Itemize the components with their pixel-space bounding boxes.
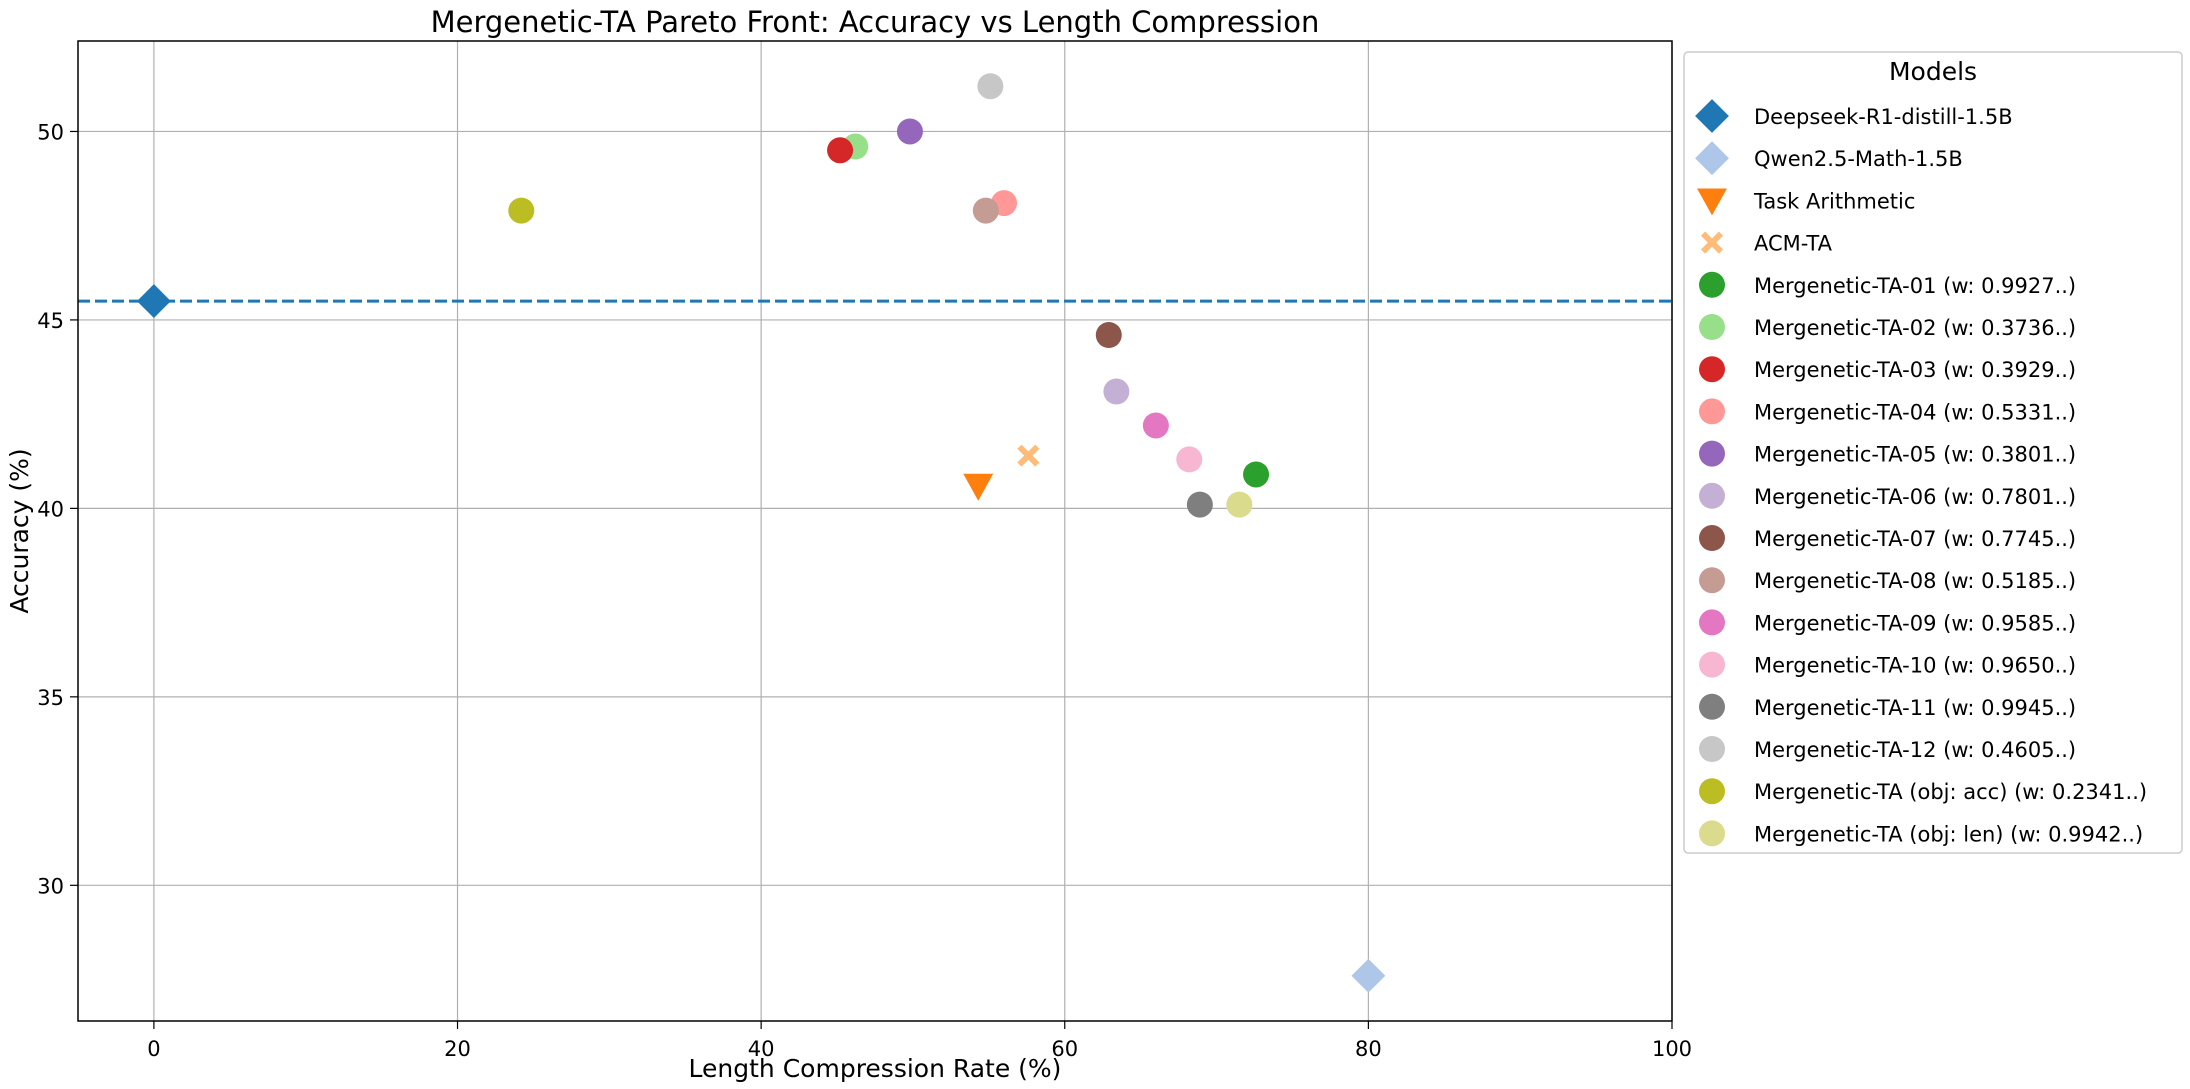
legend-marker xyxy=(1699,356,1725,383)
legend-marker xyxy=(1699,567,1725,594)
legend-label: Mergenetic-TA-12 (w: 0.4605..) xyxy=(1754,738,2076,762)
legend-label: Deepseek-R1-distill-1.5B xyxy=(1754,105,2013,129)
legend-marker xyxy=(1699,482,1725,509)
legend-label: Mergenetic-TA-11 (w: 0.9945..) xyxy=(1754,696,2076,720)
axes-frame xyxy=(77,40,1673,1022)
legend-marker xyxy=(1699,609,1725,636)
legend-label: Mergenetic-TA (obj: acc) (w: 0.2341..) xyxy=(1754,780,2147,804)
x-tick-label: 100 xyxy=(1652,1037,1692,1061)
y-tick-label: 50 xyxy=(37,120,64,144)
legend-label: Mergenetic-TA-05 (w: 0.3801..) xyxy=(1754,443,2076,467)
legend: Models Deepseek-R1-distill-1.5B Qwen2.5-M… xyxy=(1683,51,2183,854)
x-tick-label: 20 xyxy=(444,1037,471,1061)
legend-marker xyxy=(1699,314,1725,340)
x-tick-label: 60 xyxy=(1051,1037,1078,1061)
x-tick-label: 80 xyxy=(1355,1037,1382,1061)
legend-marker xyxy=(1699,693,1725,720)
data-points xyxy=(137,73,1386,993)
legend-label: Mergenetic-TA-06 (w: 0.7801..) xyxy=(1754,485,2076,509)
legend-label: Qwen2.5-Math-1.5B xyxy=(1754,147,1963,171)
grid-lines xyxy=(78,41,1673,1021)
legend-marker xyxy=(1699,651,1725,678)
legend-label: Mergenetic-TA-03 (w: 0.3929..) xyxy=(1754,358,2076,382)
x-axis-label: Length Compression Rate (%) xyxy=(689,1054,1062,1083)
data-point xyxy=(1176,446,1203,473)
legend-label: Task Arithmetic xyxy=(1753,189,1915,213)
data-point xyxy=(1226,491,1253,518)
data-point xyxy=(1142,412,1169,439)
legend-label: Mergenetic-TA-04 (w: 0.5331..) xyxy=(1754,400,2076,424)
data-point xyxy=(1103,378,1130,405)
legend-frame xyxy=(1683,51,2183,854)
data-point xyxy=(1095,322,1122,348)
legend-title: Models xyxy=(1889,57,1977,86)
legend-marker xyxy=(1695,141,1729,176)
x-tick-label: 0 xyxy=(147,1037,160,1061)
y-axis-label: Accuracy (%) xyxy=(5,448,34,613)
data-point xyxy=(896,118,923,145)
legend-marker xyxy=(1695,99,1729,133)
data-point xyxy=(963,473,994,501)
data-point xyxy=(1243,461,1270,488)
legend-marker xyxy=(1699,525,1725,551)
data-point xyxy=(1351,958,1386,993)
legend-marker xyxy=(1699,398,1725,425)
data-point xyxy=(508,197,535,224)
axis-ticks: 0 20 40 60 80 100 30 35 40 45 50 xyxy=(37,120,1692,1061)
y-tick-label: 30 xyxy=(37,874,64,898)
legend-label: Mergenetic-TA-10 (w: 0.9650..) xyxy=(1754,654,2076,678)
data-point xyxy=(972,197,999,224)
legend-marker xyxy=(1699,271,1725,298)
x-tick-label: 40 xyxy=(748,1037,775,1061)
legend-label: Mergenetic-TA-07 (w: 0.7745..) xyxy=(1754,527,2076,551)
legend-label: Mergenetic-TA-01 (w: 0.9927..) xyxy=(1754,274,2076,298)
legend-marker xyxy=(1699,736,1725,762)
legend-label: ACM-TA xyxy=(1754,232,1833,256)
legend-marker xyxy=(1697,188,1727,216)
legend-label: Mergenetic-TA-02 (w: 0.3736..) xyxy=(1754,316,2076,340)
legend-label: Mergenetic-TA (obj: len) (w: 0.9942..) xyxy=(1754,822,2143,846)
data-point xyxy=(827,137,854,164)
y-tick-label: 35 xyxy=(37,686,64,710)
legend-items: Deepseek-R1-distill-1.5B Qwen2.5-Math-1.5… xyxy=(1695,99,2147,847)
data-point xyxy=(1017,444,1040,467)
legend-marker xyxy=(1699,820,1725,847)
data-point xyxy=(137,284,171,318)
legend-marker xyxy=(1699,440,1725,467)
y-tick-label: 40 xyxy=(37,497,64,521)
legend-marker xyxy=(1700,231,1724,254)
data-point xyxy=(977,73,1004,100)
legend-label: Mergenetic-TA-09 (w: 0.9585..) xyxy=(1754,611,2076,635)
y-tick-label: 45 xyxy=(37,309,64,333)
legend-marker xyxy=(1699,778,1725,805)
chart-title: Mergenetic-TA Pareto Front: Accuracy vs … xyxy=(431,5,1320,39)
data-point xyxy=(1186,491,1213,518)
legend-label: Mergenetic-TA-08 (w: 0.5185..) xyxy=(1754,569,2076,593)
